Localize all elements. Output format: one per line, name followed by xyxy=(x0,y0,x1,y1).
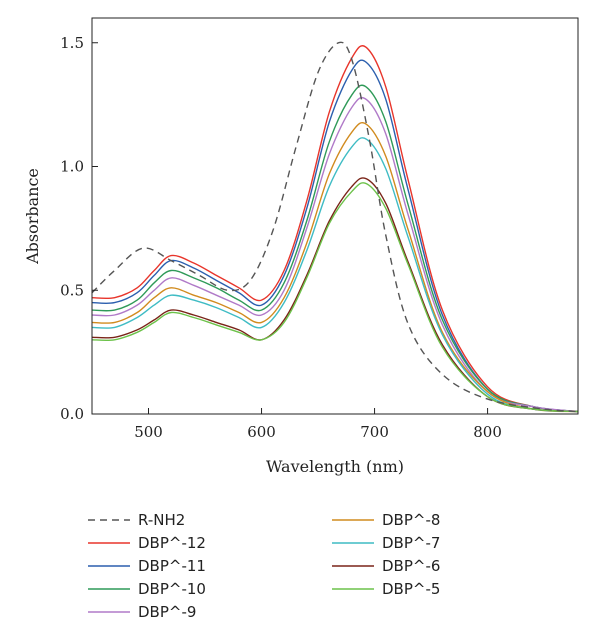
legend-label: DBP^-12 xyxy=(138,534,206,552)
x-tick-label: 500 xyxy=(134,423,163,441)
legend-label: DBP^-9 xyxy=(138,603,196,621)
legend-label: DBP^-10 xyxy=(138,580,206,598)
series-line-dbp-9 xyxy=(91,96,579,413)
y-axis-title: Absorbance xyxy=(23,168,42,265)
y-tick-label: 1.0 xyxy=(60,158,84,176)
series-line-r-nh2 xyxy=(91,41,579,413)
series-line-dbp-11 xyxy=(91,59,579,413)
legend: R-NH2 DBP^-12 DBP^-11 DBP^-10 DBP^-9 DBP^-8 DB… xyxy=(88,511,440,621)
legend-label: DBP^-8 xyxy=(382,511,440,529)
ticks-layer: 500 600 700 800 0.0 0.5 1.0 1.5 xyxy=(60,34,502,441)
x-axis-title: Wavelength (nm) xyxy=(266,457,404,476)
legend-label: DBP^-11 xyxy=(138,557,206,575)
series-line-dbp-5 xyxy=(91,182,579,413)
plot-frame xyxy=(91,17,579,415)
y-tick-label: 1.5 xyxy=(60,34,84,52)
x-tick-label: 700 xyxy=(360,423,389,441)
series-line-dbp-12 xyxy=(91,44,579,413)
series-layer xyxy=(91,41,579,413)
legend-label: DBP^-7 xyxy=(382,534,440,552)
y-tick-label: 0.5 xyxy=(60,281,84,299)
x-tick-label: 800 xyxy=(473,423,502,441)
y-tick-label: 0.0 xyxy=(60,405,84,423)
legend-label: DBP^-5 xyxy=(382,580,440,598)
series-line-dbp-8 xyxy=(91,121,579,413)
legend-label: R-NH2 xyxy=(138,511,185,529)
series-line-dbp-10 xyxy=(91,84,579,413)
x-tick-label: 600 xyxy=(247,423,276,441)
series-line-dbp-7 xyxy=(91,137,579,413)
legend-label: DBP^-6 xyxy=(382,557,440,575)
series-line-dbp-6 xyxy=(91,177,579,413)
